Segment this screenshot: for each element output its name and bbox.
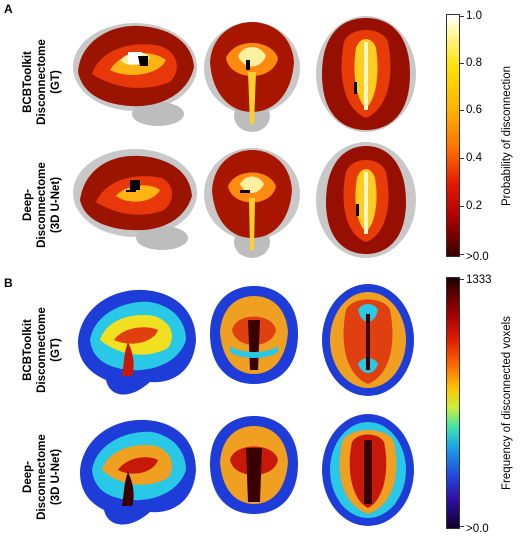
brain-row-b-unet	[70, 408, 435, 533]
colorbar-a-tick: 0.6	[466, 104, 482, 116]
colorbar-a-tick: >0.0	[466, 251, 489, 263]
row-label-line: Disconnectome	[36, 307, 48, 393]
panel-b-letter: B	[4, 276, 13, 290]
tick-mark	[460, 526, 464, 527]
axial-slice	[316, 142, 416, 258]
tick-mark	[460, 158, 464, 159]
row-label-line: Disconnectome	[36, 162, 48, 248]
row-label-b-unet: Deep- Disconnectome (3D U-Net)	[14, 407, 70, 541]
tick-mark	[460, 16, 464, 17]
colorbar-b-title: Frequency of disconnected voxels	[501, 316, 513, 490]
axial-slice	[322, 284, 414, 396]
row-label-line: BCBToolkit	[22, 51, 34, 113]
sagittal-slice	[80, 419, 196, 525]
row-label-a-unet: Deep- Disconnectome (3D U-Net)	[14, 135, 70, 275]
sagittal-slice	[73, 149, 197, 250]
tick-mark	[460, 206, 464, 207]
colorbar-a-title: Probability of disconnection	[501, 66, 513, 206]
colorbar-a	[446, 14, 460, 257]
row-label-line: Disconnectome	[36, 434, 48, 520]
row-label-line: Deep-	[22, 461, 34, 493]
brain-row-a-unet	[70, 138, 435, 263]
colorbar-b	[446, 277, 460, 529]
row-label-line: (3D U-Net)	[50, 448, 62, 506]
axial-slice	[316, 16, 416, 132]
row-label-line: (GT)	[50, 70, 62, 94]
brain-row-a-gt	[70, 12, 435, 137]
row-label-line: Deep-	[22, 189, 34, 221]
colorbar-a-tick: 0.2	[466, 200, 482, 212]
colorbar-b-tick: 1333	[466, 274, 492, 286]
coronal-slice	[204, 22, 300, 132]
row-label-line: BCBToolkit	[22, 319, 34, 381]
coronal-slice	[210, 416, 298, 514]
axial-slice	[322, 414, 414, 526]
colorbar-b-tick: >0.0	[466, 523, 489, 535]
coronal-slice	[204, 148, 300, 258]
colorbar-a-tick: 1.0	[466, 10, 482, 22]
row-label-line: Disconnectome	[36, 39, 48, 125]
brain-row-b-gt	[70, 280, 435, 405]
tick-mark	[460, 279, 464, 280]
tick-mark	[460, 110, 464, 111]
coronal-slice	[210, 286, 298, 384]
colorbar-a-tick: 0.8	[466, 57, 482, 69]
row-label-b-gt: BCBToolkit Disconnectome (GT)	[14, 280, 70, 420]
sagittal-slice	[78, 289, 196, 395]
tick-mark	[460, 63, 464, 64]
panel-a-letter: A	[4, 2, 13, 16]
row-label-line: (GT)	[50, 338, 62, 362]
colorbar-a-tick: 0.4	[466, 152, 482, 164]
row-label-line: (3D U-Net)	[50, 176, 62, 234]
sagittal-slice	[73, 23, 197, 126]
row-label-a-gt: BCBToolkit Disconnectome (GT)	[14, 12, 70, 152]
tick-mark	[460, 254, 464, 255]
